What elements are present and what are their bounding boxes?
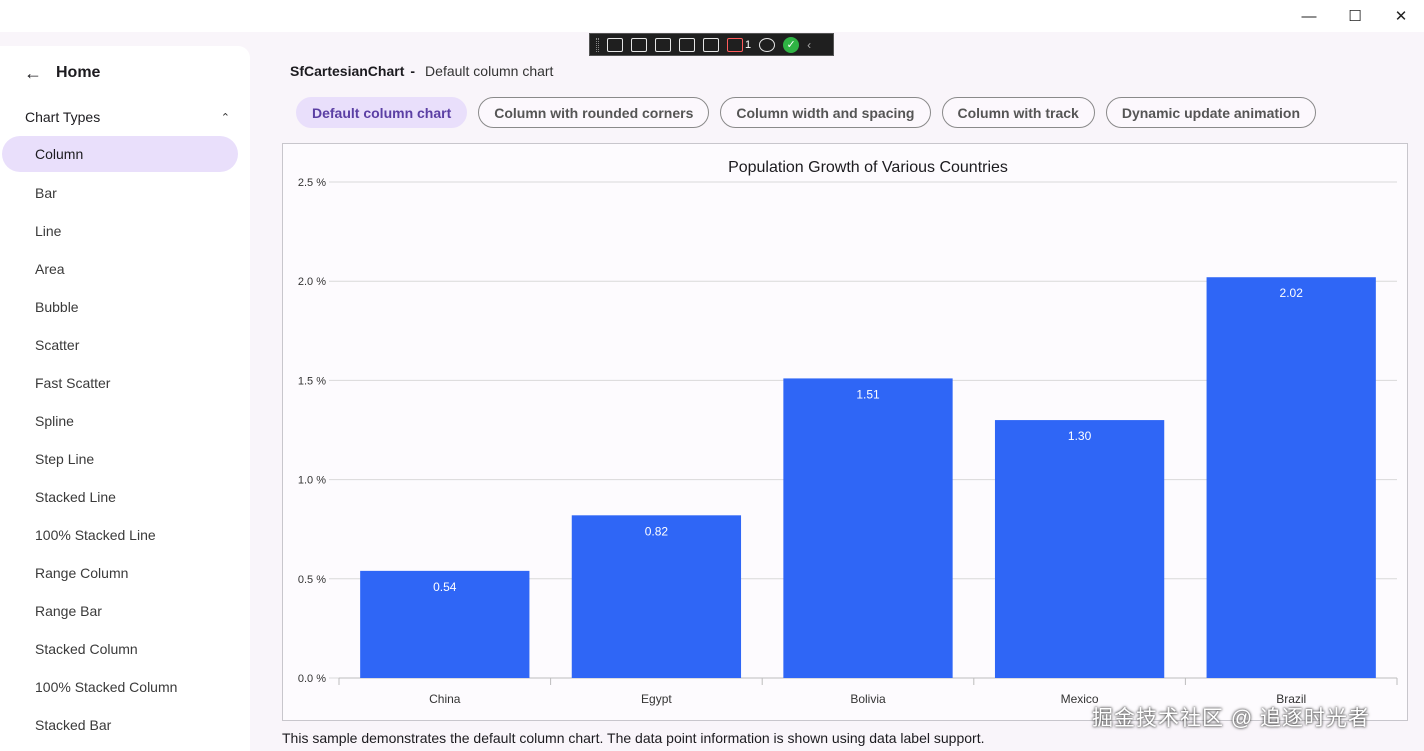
collapse-toolbar-icon[interactable]: ‹ — [807, 37, 812, 52]
data-label: 1.30 — [1068, 429, 1092, 443]
record-icon[interactable] — [631, 37, 647, 52]
y-tick-label: 2.5 % — [298, 177, 326, 189]
sidebar-item-step-line[interactable]: Step Line — [35, 451, 95, 467]
minimize-button[interactable]: — — [1286, 0, 1332, 32]
bar — [994, 420, 1165, 678]
sidebar-item-spline[interactable]: Spline — [35, 413, 74, 429]
chip-column-with-track[interactable]: Column with track — [941, 97, 1095, 128]
chip-default-column-chart[interactable]: Default column chart — [296, 97, 468, 128]
close-icon: ✕ — [1394, 8, 1408, 25]
data-label: 0.82 — [645, 524, 669, 538]
data-label: 0.54 — [433, 580, 457, 594]
y-tick-label: 2.0 % — [298, 276, 326, 288]
y-tick-label: 1.5 % — [298, 375, 326, 387]
home-nav[interactable]: ← Home — [24, 61, 100, 85]
sidebar-item-area[interactable]: Area — [35, 261, 65, 277]
y-tick-label: 1.0 % — [298, 475, 326, 487]
sample-name: Default column chart — [425, 63, 554, 79]
chip-dynamic-update-animation[interactable]: Dynamic update animation — [1105, 97, 1317, 128]
title-bar: — ☐ ✕ — [0, 0, 1424, 32]
breadcrumb: SfCartesianChart - Default column chart — [290, 63, 553, 79]
sidebar-item-bar[interactable]: Bar — [35, 185, 57, 201]
y-tick-label: 0.0 % — [298, 673, 326, 685]
chart-types-section[interactable]: Chart Types ⌃ — [25, 106, 230, 128]
chart-container: Population Growth of Various Countries 0.… — [282, 143, 1408, 721]
sidebar-item-stacked-line[interactable]: Stacked Line — [35, 489, 116, 505]
x-tick-label: China — [429, 692, 461, 706]
y-tick-label: 0.5 % — [298, 574, 326, 586]
sidebar-item-100-stacked-column[interactable]: 100% Stacked Column — [35, 679, 178, 695]
minimize-icon: — — [1301, 7, 1317, 25]
track-focus-icon[interactable] — [703, 37, 719, 52]
chip-column-width-spacing[interactable]: Column width and spacing — [720, 97, 931, 128]
sample-chips: Default column chart Column with rounded… — [296, 97, 1317, 128]
sample-description: This sample demonstrates the default col… — [282, 730, 985, 746]
chart-title: Population Growth of Various Countries — [728, 159, 1008, 176]
sidebar: ← Home Chart Types ⌃ Column Bar Line Are… — [0, 46, 250, 751]
sidebar-item-range-column[interactable]: Range Column — [35, 565, 129, 581]
binding-failures-icon[interactable] — [727, 37, 743, 52]
sidebar-item-100-stacked-line[interactable]: 100% Stacked Line — [35, 527, 156, 543]
sidebar-item-column[interactable]: Column — [2, 136, 238, 172]
maximize-button[interactable]: ☐ — [1332, 0, 1378, 32]
watermark: 掘金技术社区 @ 追逐时光者 — [1092, 707, 1370, 730]
x-tick-label: Bolivia — [850, 692, 886, 706]
data-label: 2.02 — [1280, 286, 1304, 300]
sidebar-item-stacked-bar[interactable]: Stacked Bar — [35, 717, 112, 733]
select-element-icon[interactable] — [655, 37, 671, 52]
breadcrumb-separator: - — [410, 63, 416, 79]
section-label: Chart Types — [25, 109, 101, 125]
sidebar-item-fast-scatter[interactable]: Fast Scatter — [35, 375, 111, 391]
x-tick-label: Mexico — [1061, 692, 1099, 706]
bar — [571, 515, 742, 678]
bar — [783, 378, 953, 678]
chip-column-rounded-corners[interactable]: Column with rounded corners — [478, 97, 710, 128]
bar — [360, 570, 530, 678]
home-label: Home — [56, 64, 101, 81]
back-arrow-icon[interactable]: ← — [24, 62, 42, 83]
column-chart: Population Growth of Various Countries 0.… — [298, 159, 1398, 706]
xaml-debug-toolbar: 1 ✓ ‹ — [589, 33, 834, 56]
x-tick-label: Brazil — [1276, 692, 1306, 706]
sidebar-item-line[interactable]: Line — [35, 223, 62, 239]
control-name: SfCartesianChart — [290, 63, 405, 79]
display-adorners-icon[interactable] — [679, 37, 695, 52]
live-tree-icon[interactable] — [607, 37, 623, 52]
x-tick-label: Egypt — [641, 692, 672, 706]
chevron-up-icon[interactable]: ⌃ — [220, 111, 230, 124]
data-label: 1.51 — [856, 387, 880, 401]
check-icon[interactable]: ✓ — [783, 36, 800, 53]
sidebar-item-stacked-column[interactable]: Stacked Column — [35, 641, 138, 657]
maximize-icon: ☐ — [1348, 8, 1362, 25]
close-button[interactable]: ✕ — [1378, 0, 1424, 32]
bar — [1206, 277, 1376, 678]
sidebar-item-range-bar[interactable]: Range Bar — [35, 603, 102, 619]
sidebar-item-bubble[interactable]: Bubble — [35, 299, 79, 315]
chart-type-list: Column Bar Line Area Bubble Scatter Fast… — [2, 136, 238, 744]
binding-failures-count: 1 — [745, 38, 752, 51]
accessibility-icon[interactable] — [759, 37, 776, 52]
toolbar-grip-icon[interactable] — [596, 37, 599, 52]
sidebar-item-scatter[interactable]: Scatter — [35, 337, 80, 353]
